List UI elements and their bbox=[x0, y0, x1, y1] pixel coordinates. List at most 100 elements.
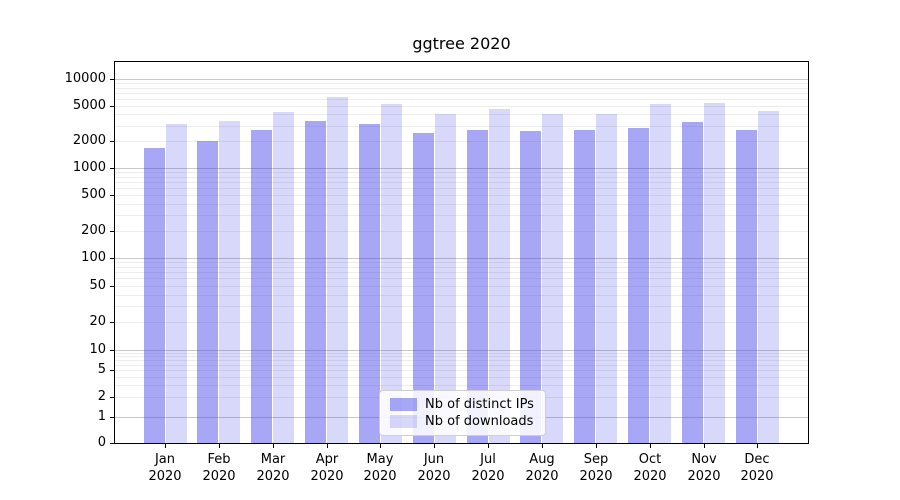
y-tick-mark bbox=[110, 258, 114, 259]
bar-nb-of-downloads bbox=[542, 113, 564, 443]
plot-area bbox=[114, 61, 809, 444]
y-tick-label: 0 bbox=[97, 435, 106, 450]
major-gridline bbox=[115, 258, 808, 259]
minor-gridline bbox=[115, 322, 808, 323]
y-tick-mark bbox=[110, 397, 114, 398]
x-tick-mark bbox=[219, 444, 220, 448]
y-tick-mark bbox=[110, 286, 114, 287]
minor-gridline bbox=[115, 365, 808, 366]
minor-gridline bbox=[115, 370, 808, 371]
y-tick-mark bbox=[110, 350, 114, 351]
bar-nb-of-downloads bbox=[327, 96, 349, 443]
minor-gridline bbox=[115, 286, 808, 287]
x-tick-year: 2020 bbox=[471, 469, 505, 484]
y-tick-label: 500 bbox=[81, 187, 106, 202]
x-tick-month: Jan bbox=[154, 452, 176, 467]
legend-item-downloads: Nb of downloads bbox=[390, 414, 537, 429]
x-tick-mark bbox=[650, 444, 651, 448]
x-tick-month: Mar bbox=[260, 452, 286, 467]
minor-gridline bbox=[115, 215, 808, 216]
legend-item-distinct-ips: Nb of distinct IPs bbox=[390, 397, 537, 412]
bar-nb-of-downloads bbox=[704, 102, 725, 443]
bar-nb-of-distinct-ips bbox=[305, 120, 327, 443]
bar-nb-of-downloads bbox=[596, 113, 618, 443]
minor-gridline bbox=[115, 126, 808, 127]
legend: Nb of distinct IPs Nb of downloads bbox=[379, 390, 546, 436]
y-tick-mark bbox=[110, 417, 114, 418]
major-gridline bbox=[115, 79, 808, 80]
y-tick-label: 1000 bbox=[72, 160, 106, 175]
x-tick-mark bbox=[542, 444, 543, 448]
y-tick-label: 20 bbox=[89, 314, 106, 329]
minor-gridline bbox=[115, 360, 808, 361]
x-tick-month: Feb bbox=[207, 452, 231, 467]
x-tick-year: 2020 bbox=[148, 469, 182, 484]
minor-gridline bbox=[115, 306, 808, 307]
minor-gridline bbox=[115, 106, 808, 107]
y-tick-label: 5000 bbox=[72, 98, 106, 113]
minor-gridline bbox=[115, 262, 808, 263]
x-tick-label: Sep 2020 bbox=[564, 451, 628, 485]
x-tick-year: 2020 bbox=[363, 469, 397, 484]
x-tick-label: Apr 2020 bbox=[295, 451, 359, 485]
minor-gridline bbox=[115, 278, 808, 279]
bar-nb-of-distinct-ips bbox=[143, 147, 165, 443]
minor-gridline bbox=[115, 88, 808, 89]
minor-gridline bbox=[115, 353, 808, 354]
y-tick-mark bbox=[110, 141, 114, 142]
minor-gridline bbox=[115, 177, 808, 178]
bar-nb-of-distinct-ips bbox=[358, 124, 380, 443]
x-tick-label: Jul 2020 bbox=[456, 451, 520, 485]
bar-nb-of-distinct-ips bbox=[197, 141, 219, 443]
x-tick-year: 2020 bbox=[579, 469, 613, 484]
x-tick-year: 2020 bbox=[633, 469, 667, 484]
x-tick-mark bbox=[596, 444, 597, 448]
minor-gridline bbox=[115, 356, 808, 357]
y-tick-label: 50 bbox=[89, 278, 106, 293]
minor-gridline bbox=[115, 99, 808, 100]
x-tick-year: 2020 bbox=[202, 469, 236, 484]
x-tick-label: May 2020 bbox=[348, 451, 412, 485]
x-tick-label: Aug 2020 bbox=[510, 451, 574, 485]
x-tick-mark bbox=[327, 444, 328, 448]
bar-nb-of-downloads bbox=[165, 124, 187, 443]
x-tick-month: Sep bbox=[583, 452, 609, 467]
x-tick-mark bbox=[488, 444, 489, 448]
x-tick-month: Jul bbox=[480, 452, 496, 467]
x-tick-label: Nov 2020 bbox=[672, 451, 736, 485]
major-gridline bbox=[115, 168, 808, 169]
minor-gridline bbox=[115, 385, 808, 386]
y-tick-mark bbox=[110, 168, 114, 169]
x-tick-month: May bbox=[366, 452, 394, 467]
bar-nb-of-downloads bbox=[380, 104, 402, 443]
x-tick-year: 2020 bbox=[256, 469, 290, 484]
x-tick-mark bbox=[273, 444, 274, 448]
x-tick-year: 2020 bbox=[687, 469, 721, 484]
minor-gridline bbox=[115, 231, 808, 232]
bar-nb-of-downloads bbox=[434, 113, 456, 443]
x-tick-month: Nov bbox=[691, 452, 717, 467]
x-tick-month: Apr bbox=[315, 452, 339, 467]
y-tick-label: 10 bbox=[89, 342, 106, 357]
x-tick-mark bbox=[434, 444, 435, 448]
bar-nb-of-downloads bbox=[273, 111, 295, 443]
minor-gridline bbox=[115, 83, 808, 84]
x-tick-year: 2020 bbox=[310, 469, 344, 484]
bar-nb-of-distinct-ips bbox=[628, 128, 650, 443]
y-tick-mark bbox=[110, 195, 114, 196]
x-tick-mark bbox=[704, 444, 705, 448]
minor-gridline bbox=[115, 195, 808, 196]
minor-gridline bbox=[115, 114, 808, 115]
x-tick-month: Jun bbox=[423, 452, 445, 467]
minor-gridline bbox=[115, 295, 808, 296]
minor-gridline bbox=[115, 188, 808, 189]
minor-gridline bbox=[115, 267, 808, 268]
bar-nb-of-distinct-ips bbox=[682, 121, 703, 443]
bar-nb-of-downloads bbox=[650, 104, 672, 443]
minor-gridline bbox=[115, 204, 808, 205]
bar-nb-of-downloads bbox=[488, 109, 510, 443]
minor-gridline bbox=[115, 377, 808, 378]
bar-nb-of-downloads bbox=[757, 110, 779, 443]
major-gridline bbox=[115, 350, 808, 351]
y-tick-label: 1 bbox=[97, 409, 106, 424]
